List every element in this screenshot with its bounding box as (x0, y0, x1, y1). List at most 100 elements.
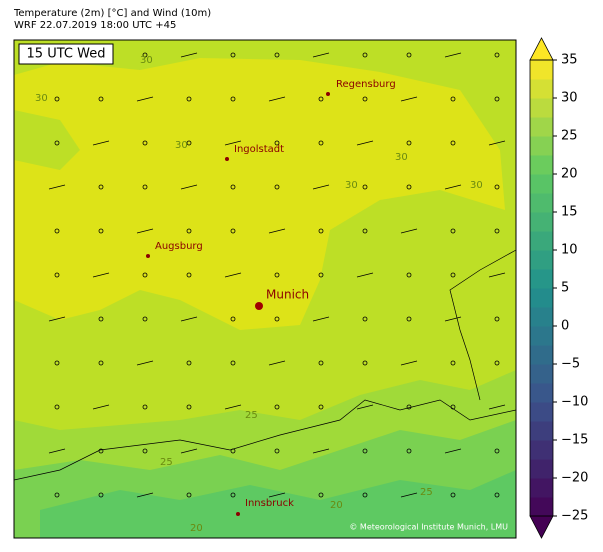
contour-label: 30 (140, 55, 153, 66)
calm-station (186, 360, 192, 366)
calm-station (142, 52, 148, 58)
colorbar-band (530, 193, 553, 213)
calm-station (362, 360, 368, 366)
wind-barb (48, 448, 66, 454)
colorbar-band (530, 345, 553, 365)
calm-station (274, 52, 280, 58)
wind-barb (268, 360, 286, 366)
calm-station (450, 140, 456, 146)
colorbar-band (530, 212, 553, 232)
wind-barb (92, 140, 110, 146)
calm-station (54, 228, 60, 234)
calm-station (406, 184, 412, 190)
calm-station (274, 404, 280, 410)
wind-barb (180, 448, 198, 454)
subtitle: WRF 22.07.2019 18:00 UTC +45 (14, 20, 176, 31)
calm-station (406, 316, 412, 322)
calm-station (362, 184, 368, 190)
wind-barb (312, 184, 330, 190)
contour-label: 30 (470, 180, 483, 191)
city-marker (326, 92, 330, 96)
wind-barb (312, 316, 330, 322)
city-marker (236, 512, 240, 516)
colorbar-band (530, 174, 553, 194)
colorbar-extend (529, 515, 554, 539)
colorbar-band (530, 98, 553, 118)
city-label: Munich (266, 288, 309, 302)
colorbar-tick-label: −25 (561, 509, 588, 524)
colorbar-band (530, 155, 553, 175)
wind-barb (136, 96, 154, 102)
city-label: Innsbruck (245, 498, 294, 509)
colorbar-band (530, 231, 553, 251)
wind-barb (48, 184, 66, 190)
calm-station (450, 492, 456, 498)
colorbar-tick-label: 5 (561, 281, 569, 296)
calm-station (230, 184, 236, 190)
colorbar-tick-label: 30 (561, 91, 578, 106)
colorbar-tick-label: −20 (561, 471, 588, 486)
calm-station (450, 360, 456, 366)
cool-region (40, 470, 516, 538)
wind-barb (268, 492, 286, 498)
calm-station (54, 360, 60, 366)
calm-station (318, 360, 324, 366)
calm-station (186, 272, 192, 278)
wind-barb (136, 360, 154, 366)
contour-label: 20 (330, 500, 343, 511)
wind-barb (224, 404, 242, 410)
calm-station (230, 492, 236, 498)
contour-label: 30 (395, 152, 408, 163)
calm-station (494, 228, 500, 234)
calm-station (230, 96, 236, 102)
contour-label: 20 (190, 523, 203, 534)
calm-station (230, 228, 236, 234)
wind-barb (312, 52, 330, 58)
calm-station (186, 140, 192, 146)
wind-barb (268, 96, 286, 102)
calm-station (274, 184, 280, 190)
field-patch (14, 110, 80, 170)
colorbar-band (530, 60, 553, 80)
colorbar-band (530, 269, 553, 289)
border (14, 399, 516, 481)
contour-label: 30 (35, 93, 48, 104)
colorbar-band (530, 459, 553, 479)
wind-barb (92, 272, 110, 278)
calm-station (186, 96, 192, 102)
calm-station (98, 316, 104, 322)
time-label: 15 UTC Wed (27, 47, 106, 62)
wind-barb (136, 492, 154, 498)
wind-barb (400, 228, 418, 234)
calm-station (318, 96, 324, 102)
calm-station (98, 184, 104, 190)
wind-barb (444, 316, 462, 322)
city-marker (255, 302, 263, 310)
colorbar-tick-label: 0 (561, 319, 569, 334)
wind-barb (400, 96, 418, 102)
city-marker (146, 254, 150, 258)
wind-barb (92, 404, 110, 410)
calm-station (406, 404, 412, 410)
map-frame (13, 39, 517, 539)
calm-station (98, 360, 104, 366)
calm-station (54, 492, 60, 498)
colorbar-band (530, 421, 553, 441)
calm-station (406, 272, 412, 278)
calm-station (98, 96, 104, 102)
colorbar-extend (529, 37, 554, 61)
border (449, 249, 516, 401)
colorbar-band (530, 497, 553, 517)
calm-station (230, 52, 236, 58)
calm-station (142, 448, 148, 454)
calm-station (274, 140, 280, 146)
colorbar-tick-label: 10 (561, 243, 578, 258)
calm-station (406, 140, 412, 146)
contour-label: 30 (175, 140, 188, 151)
calm-station (318, 272, 324, 278)
wind-barb (488, 140, 506, 146)
colorbar-tick-label: 35 (561, 53, 578, 68)
wind-barb (268, 228, 286, 234)
calm-station (274, 272, 280, 278)
wind-barb (224, 272, 242, 278)
